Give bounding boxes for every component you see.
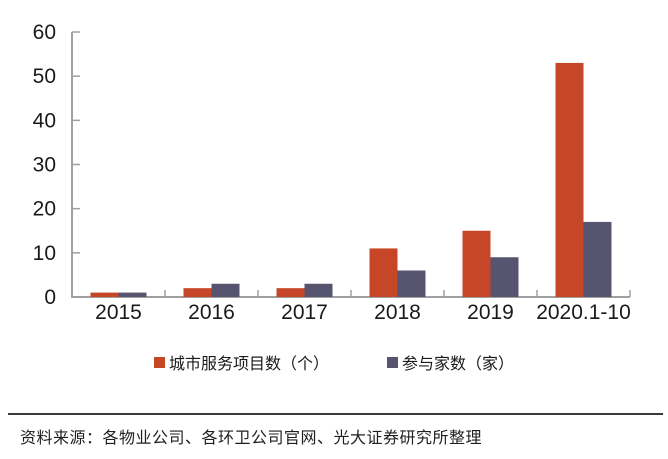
bar-series0-2018	[369, 248, 398, 297]
y-tick-label: 0	[44, 286, 56, 309]
bar-series1-2018	[397, 270, 426, 297]
y-tick-label: 10	[33, 242, 56, 265]
bar-series1-2016	[211, 283, 240, 297]
bar-series1-2020.1-10	[583, 221, 612, 297]
y-tick-label: 50	[33, 65, 56, 88]
legend-swatch-city-service-projects	[153, 356, 165, 368]
divider-line	[8, 413, 663, 415]
bar-chart: 0 10 20 30 40 50 60 2015 2016 2017 2018 2019 2020.1-…	[33, 21, 631, 324]
bar-series0-2016	[183, 288, 212, 297]
source-note: 资料来源：各物业公司、各环卫公司官网、光大证券研究所整理	[20, 430, 483, 447]
bar-series1-2017	[304, 283, 333, 297]
chart-legend: 城市服务项目数（个） 参与家数（家）	[0, 350, 668, 374]
bar-chart-svg: 0 10 20 30 40 50 60 2015 2016 2017 2018 2019 2020.1-…	[33, 21, 631, 324]
y-tick-label: 60	[33, 21, 56, 44]
x-tick-label: 2018	[374, 301, 421, 324]
bar-series1-2015	[118, 292, 147, 297]
x-tick-label: 2017	[281, 301, 328, 324]
x-tick-label: 2016	[188, 301, 235, 324]
y-tick-label: 40	[33, 109, 56, 132]
bar-series0-2017	[276, 288, 305, 297]
legend-item-participating-companies: 参与家数（家）	[387, 350, 514, 374]
legend-swatch-participating-companies	[387, 356, 398, 368]
bar-series0-2019	[462, 230, 491, 297]
legend-item-city-service-projects: 城市服务项目数（个）	[153, 350, 329, 374]
bar-series0-2015	[90, 292, 119, 297]
x-tick-label: 2015	[95, 301, 142, 324]
x-tick-label: 2020.1-10	[536, 301, 631, 324]
y-tick-label: 20	[33, 198, 56, 221]
y-tick-label: 30	[33, 154, 56, 177]
legend-label-city-service-projects: 城市服务项目数（个）	[168, 356, 329, 373]
bar-series0-2020.1-10	[555, 62, 584, 297]
bar-series1-2019	[490, 257, 519, 297]
x-tick-label: 2019	[467, 301, 514, 324]
legend-label-participating-companies: 参与家数（家）	[402, 356, 515, 373]
